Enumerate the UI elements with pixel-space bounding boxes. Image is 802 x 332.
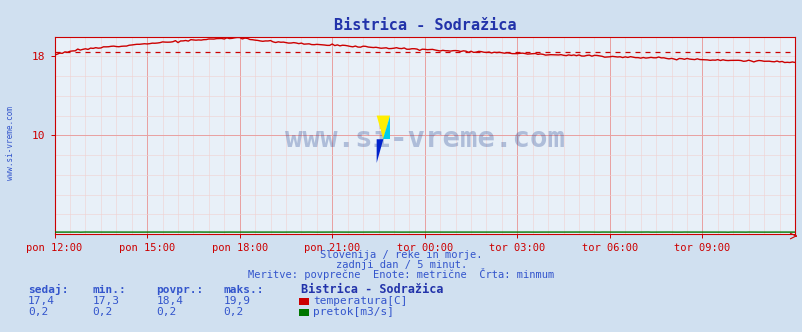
Text: min.:: min.: <box>92 285 126 295</box>
Text: www.si-vreme.com: www.si-vreme.com <box>6 106 15 180</box>
Text: Bistrica - Sodražica: Bistrica - Sodražica <box>301 283 443 296</box>
Text: 0,2: 0,2 <box>28 307 48 317</box>
Title: Bistrica - Sodražica: Bistrica - Sodražica <box>333 18 516 33</box>
Text: temperatura[C]: temperatura[C] <box>313 296 407 306</box>
Text: 18,4: 18,4 <box>156 296 184 306</box>
Text: sedaj:: sedaj: <box>28 284 68 295</box>
Text: 19,9: 19,9 <box>223 296 250 306</box>
Text: maks.:: maks.: <box>223 285 263 295</box>
Polygon shape <box>383 116 390 139</box>
Text: povpr.:: povpr.: <box>156 285 204 295</box>
Text: Slovenija / reke in morje.: Slovenija / reke in morje. <box>320 250 482 260</box>
Text: Meritve: povprečne  Enote: metrične  Črta: minmum: Meritve: povprečne Enote: metrične Črta:… <box>248 268 554 280</box>
Polygon shape <box>376 116 390 139</box>
Text: www.si-vreme.com: www.si-vreme.com <box>285 125 564 153</box>
Text: zadnji dan / 5 minut.: zadnji dan / 5 minut. <box>335 260 467 270</box>
Polygon shape <box>376 139 383 163</box>
Text: 0,2: 0,2 <box>223 307 243 317</box>
Text: 17,3: 17,3 <box>92 296 119 306</box>
Text: 0,2: 0,2 <box>156 307 176 317</box>
Text: 0,2: 0,2 <box>92 307 112 317</box>
Text: pretok[m3/s]: pretok[m3/s] <box>313 307 394 317</box>
Text: 17,4: 17,4 <box>28 296 55 306</box>
